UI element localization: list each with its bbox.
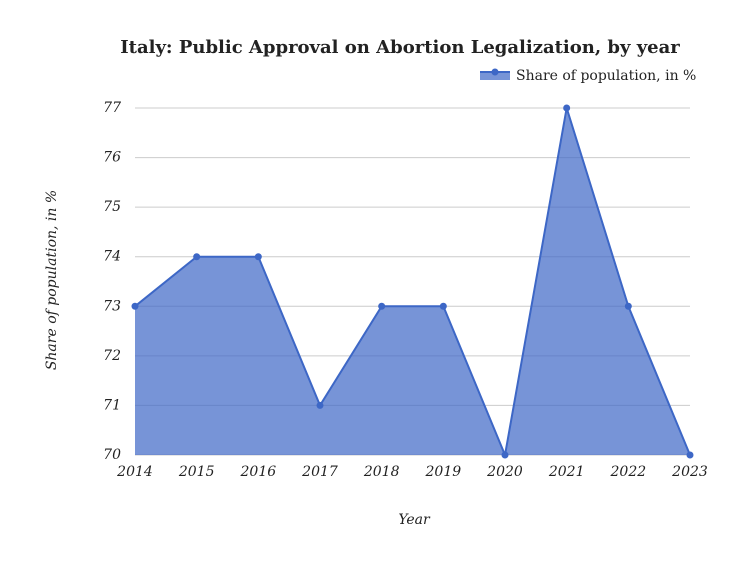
x-tick-label: 2018 (363, 464, 400, 480)
x-tick-label: 2022 (610, 464, 647, 480)
x-tick-label: 2015 (178, 464, 215, 480)
y-tick-label: 70 (103, 447, 121, 463)
point (378, 302, 386, 310)
point (131, 302, 139, 310)
y-tick-label: 71 (103, 397, 121, 413)
chart-title: Italy: Public Approval on Abortion Legal… (120, 37, 680, 58)
area-fill (135, 108, 690, 455)
y-tick-label: 77 (103, 100, 121, 116)
point (686, 451, 694, 459)
legend-label: Share of population, in % (516, 68, 696, 84)
y-tick-label: 72 (103, 348, 121, 364)
point (316, 401, 324, 409)
y-tick-label: 73 (103, 298, 121, 314)
x-tick-label: 2020 (486, 464, 523, 480)
x-tick-label: 2016 (240, 464, 277, 480)
x-tick-label: 2014 (116, 464, 153, 480)
y-tick-label: 76 (103, 150, 121, 166)
point (563, 104, 571, 112)
point (624, 302, 632, 310)
point (254, 253, 262, 261)
x-tick-label: 2023 (671, 464, 708, 480)
legend-swatch (480, 72, 510, 80)
point (501, 451, 509, 459)
x-tick-label: 2019 (425, 464, 462, 480)
x-tick-label: 2017 (301, 464, 338, 480)
x-tick-label: 2021 (548, 464, 585, 480)
y-tick-label: 74 (103, 249, 121, 265)
point (193, 253, 201, 261)
y-tick-label: 75 (103, 199, 121, 215)
area-line (134, 107, 691, 459)
x-axis-label: Year (398, 512, 431, 528)
y-axis-label: Share of population, in % (44, 190, 60, 370)
point (439, 302, 447, 310)
legend-marker (491, 68, 499, 76)
